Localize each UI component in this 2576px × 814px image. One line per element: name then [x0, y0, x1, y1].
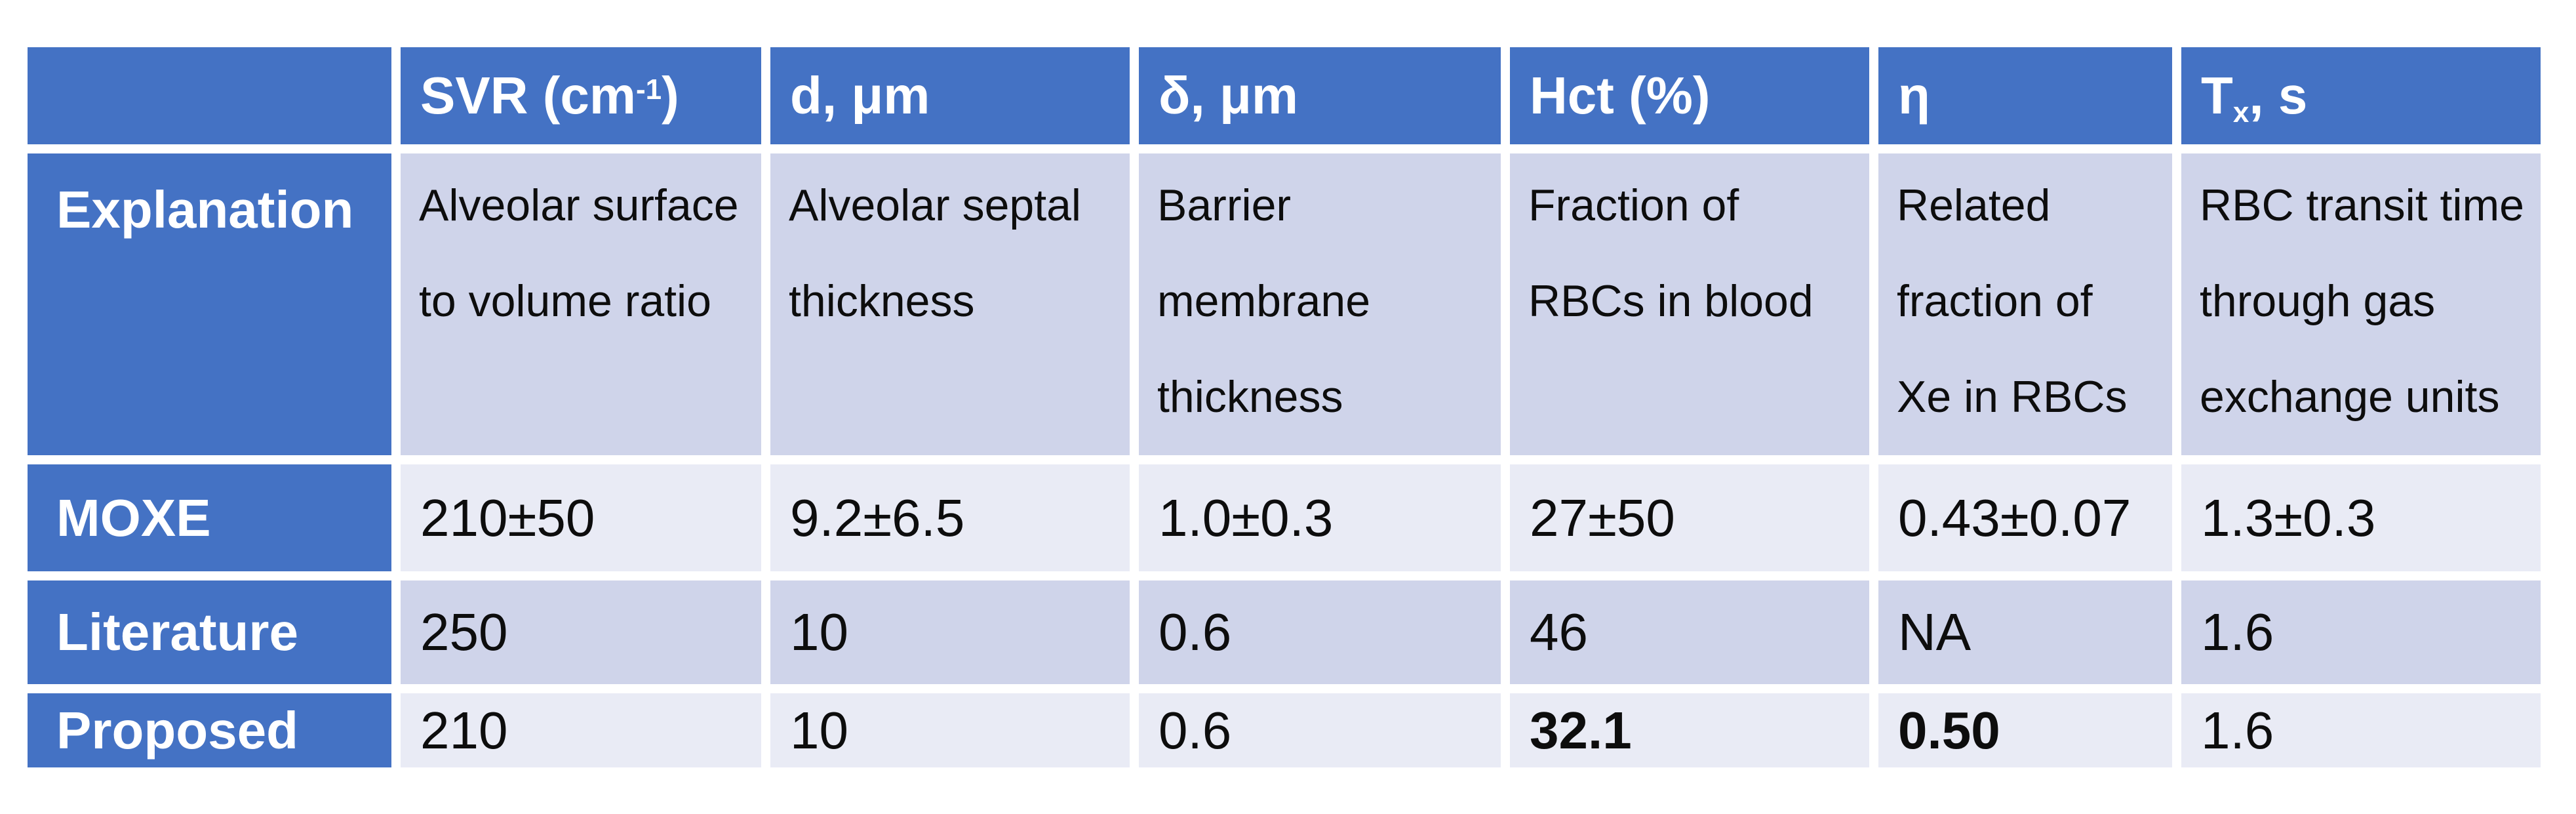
header-eta: η — [1878, 47, 2172, 144]
cell-literature-tx: 1.6 — [2181, 580, 2541, 684]
header-svr: SVR (cm-1) — [401, 47, 761, 144]
row-label-proposed: Proposed — [28, 693, 391, 767]
row-label-literature: Literature — [28, 580, 391, 684]
header-d: d, μm — [770, 47, 1130, 144]
explanation-hct: Fraction of RBCs in blood — [1510, 153, 1869, 455]
row-label-explanation: Explanation — [28, 153, 391, 455]
header-eta-text: η — [1898, 66, 1930, 125]
header-row: SVR (cm-1) d, μm δ, μm Hct (%) η Tx, s — [28, 47, 2541, 144]
header-d-text: d, μm — [790, 66, 930, 125]
cell-proposed-d: 10 — [770, 693, 1130, 767]
header-tx-tail: , s — [2249, 66, 2308, 125]
cell-literature-hct: 46 — [1510, 580, 1869, 684]
cell-literature-delta: 0.6 — [1139, 580, 1501, 684]
cell-proposed-delta: 0.6 — [1139, 693, 1501, 767]
cell-moxe-eta: 0.43±0.07 — [1878, 464, 2172, 571]
cell-literature-eta: NA — [1878, 580, 2172, 684]
row-label-moxe: MOXE — [28, 464, 391, 571]
cell-proposed-svr: 210 — [401, 693, 761, 767]
moxe-row: MOXE 210±50 9.2±6.5 1.0±0.3 27±50 0.43±0… — [28, 464, 2541, 571]
corner-cell — [28, 47, 391, 144]
header-tx-base: T — [2201, 66, 2233, 125]
header-svr-tail: ) — [662, 66, 679, 125]
parameter-table: SVR (cm-1) d, μm δ, μm Hct (%) η Tx, s E… — [18, 38, 2550, 777]
header-hct-text: Hct (%) — [1530, 66, 1711, 125]
cell-moxe-tx: 1.3±0.3 — [2181, 464, 2541, 571]
cell-moxe-delta: 1.0±0.3 — [1139, 464, 1501, 571]
header-tx: Tx, s — [2181, 47, 2541, 144]
literature-row: Literature 250 10 0.6 46 NA 1.6 — [28, 580, 2541, 684]
explanation-svr: Alveolar surface to volume ratio — [401, 153, 761, 455]
cell-proposed-hct: 32.1 — [1510, 693, 1869, 767]
header-svr-superscript: -1 — [635, 73, 662, 106]
header-delta: δ, μm — [1139, 47, 1501, 144]
header-svr-base: SVR (cm — [420, 66, 636, 125]
cell-moxe-d: 9.2±6.5 — [770, 464, 1130, 571]
explanation-row: Explanation Alveolar surface to volume r… — [28, 153, 2541, 455]
cell-proposed-eta: 0.50 — [1878, 693, 2172, 767]
cell-literature-d: 10 — [770, 580, 1130, 684]
proposed-row: Proposed 210 10 0.6 32.1 0.50 1.6 — [28, 693, 2541, 767]
explanation-d: Alveolar septal thickness — [770, 153, 1130, 455]
header-delta-text: δ, μm — [1159, 66, 1299, 125]
cell-moxe-svr: 210±50 — [401, 464, 761, 571]
cell-literature-svr: 250 — [401, 580, 761, 684]
cell-moxe-hct: 27±50 — [1510, 464, 1869, 571]
explanation-eta: Related fraction of Xe in RBCs — [1878, 153, 2172, 455]
header-tx-subscript: x — [2232, 96, 2249, 129]
explanation-delta: Barrier membrane thickness — [1139, 153, 1501, 455]
header-hct: Hct (%) — [1510, 47, 1869, 144]
explanation-tx: RBC transit time through gas exchange un… — [2181, 153, 2541, 455]
cell-proposed-tx: 1.6 — [2181, 693, 2541, 767]
